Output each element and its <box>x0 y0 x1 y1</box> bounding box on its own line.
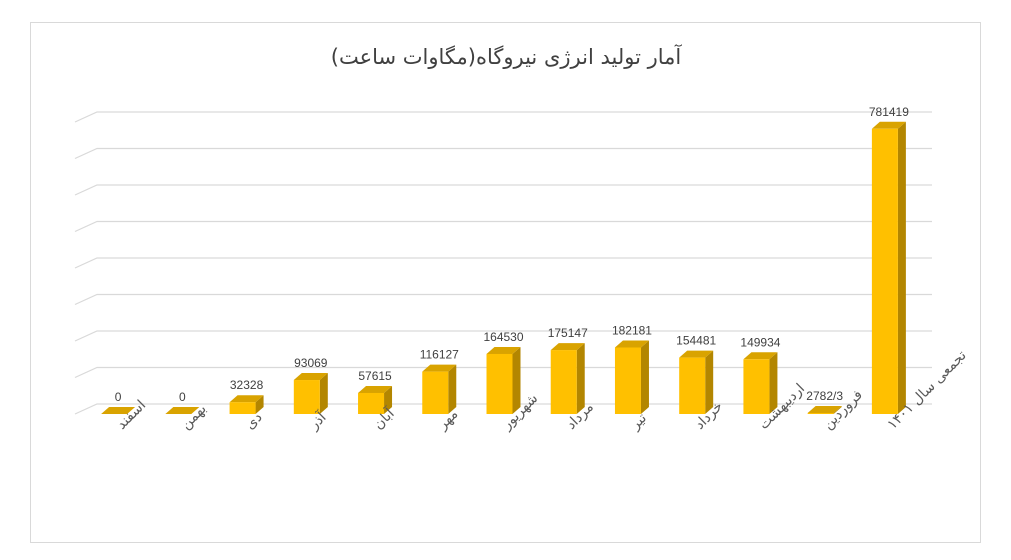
bar <box>550 343 585 414</box>
data-label: 164530 <box>483 330 523 344</box>
bar-front <box>422 371 449 414</box>
bar <box>165 407 200 415</box>
bar <box>743 352 778 414</box>
bar <box>229 395 264 414</box>
bars <box>101 121 906 415</box>
bar-side <box>576 343 585 414</box>
bar-front <box>614 347 641 414</box>
category-label: بهمن <box>178 401 210 433</box>
bar <box>101 407 136 415</box>
bar-top <box>743 352 778 360</box>
data-label: 781419 <box>869 105 909 119</box>
gridlines <box>74 111 932 415</box>
bar-front <box>358 392 385 414</box>
data-label: 175147 <box>548 326 588 340</box>
bar-top <box>679 350 714 358</box>
data-label: 57615 <box>358 369 392 383</box>
bar-side <box>769 352 778 414</box>
bar-side <box>448 364 457 414</box>
bar-side <box>897 121 906 414</box>
bar-top <box>807 405 842 413</box>
bar-front <box>229 402 256 414</box>
bar-front <box>486 353 513 414</box>
bar <box>614 340 649 414</box>
bar <box>422 364 457 414</box>
bar-front <box>550 350 577 414</box>
chart-frame <box>30 22 981 543</box>
data-label: 0 <box>179 390 186 404</box>
bar-top <box>358 385 393 393</box>
data-label: 93069 <box>294 356 328 370</box>
bar-front <box>679 357 706 414</box>
chart-title: آمار تولید انرژی نیروگاه(مگاوات ساعت) <box>331 44 683 69</box>
data-label: 149934 <box>740 335 780 349</box>
data-label: 182181 <box>612 324 652 338</box>
data-label: 116127 <box>420 348 459 362</box>
bar-front <box>871 128 898 415</box>
bar-top <box>871 121 906 129</box>
bar-side <box>384 385 393 414</box>
bar-top <box>229 395 264 403</box>
gridline <box>74 366 932 379</box>
bar-side <box>705 350 714 414</box>
gridline <box>74 184 932 196</box>
bar-side <box>319 373 328 414</box>
bar-top <box>293 373 328 381</box>
bar-front <box>807 412 834 414</box>
bar-top <box>550 343 585 351</box>
gridline <box>74 403 932 415</box>
bar-front <box>293 380 320 414</box>
bar-top <box>422 364 457 372</box>
bar-side <box>833 405 842 414</box>
bar-front <box>743 359 770 414</box>
data-label: 154481 <box>676 334 716 348</box>
bar-side <box>255 395 264 414</box>
gridline <box>74 257 932 269</box>
data-label: 32328 <box>230 378 264 392</box>
gridline <box>74 147 932 160</box>
data-label: 0 <box>115 390 122 404</box>
gridline <box>74 293 932 306</box>
bar-side <box>512 346 521 414</box>
bar-top <box>165 407 200 414</box>
bar-top <box>101 407 136 414</box>
bar-top <box>614 340 649 348</box>
gridline <box>74 220 932 233</box>
bar-side <box>640 340 649 414</box>
bar <box>679 350 714 414</box>
bar <box>293 373 328 414</box>
bar <box>871 121 906 415</box>
bar <box>358 385 393 414</box>
gridline <box>74 330 932 342</box>
data-label: 2782/3 <box>806 389 843 403</box>
bar <box>807 405 842 414</box>
gridline <box>74 111 932 123</box>
bar <box>486 346 521 414</box>
data-labels: 0 0 32328 93069 57615 116127 164530 175147 18218… <box>115 105 909 404</box>
bar-top <box>486 346 521 354</box>
